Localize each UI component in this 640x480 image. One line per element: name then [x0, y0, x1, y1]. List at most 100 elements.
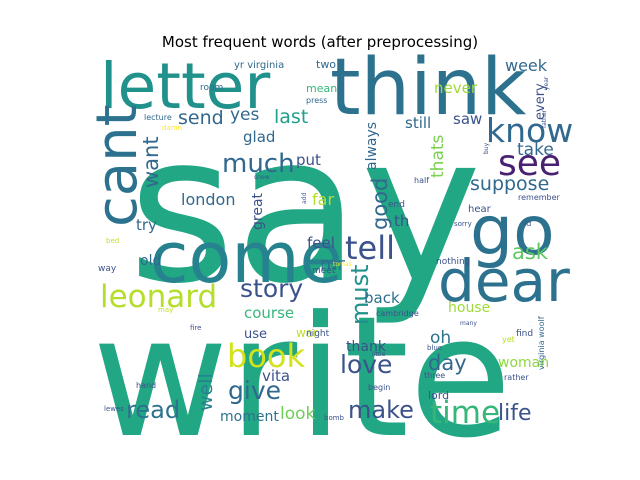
- word-well: well: [195, 373, 217, 411]
- word-leonard: leonard: [100, 279, 217, 315]
- word-glad: glad: [243, 128, 275, 146]
- word-lord: lord: [428, 389, 449, 402]
- word-lecture: lecture: [144, 113, 172, 122]
- word-letter: letter: [100, 50, 270, 123]
- word-hear: hear: [468, 204, 492, 215]
- word-know: know: [486, 111, 573, 150]
- word-see: see: [498, 143, 561, 184]
- word-rather: rather: [504, 373, 529, 382]
- word-thats: thats: [428, 134, 448, 178]
- word-war: war: [296, 326, 318, 340]
- word-every: every: [533, 83, 548, 120]
- word-ask: ask: [512, 240, 549, 264]
- word-always: always: [364, 122, 380, 170]
- word-tomas: tomas: [333, 261, 352, 268]
- word-must: must: [346, 264, 374, 325]
- word-make: make: [348, 396, 414, 424]
- word-feel: feel: [307, 234, 335, 252]
- word-life: life: [498, 401, 532, 426]
- word-father: father: [541, 109, 548, 128]
- word-damn: damn: [162, 124, 182, 132]
- word-try: try: [136, 216, 157, 234]
- word-mr: mr: [320, 254, 346, 275]
- word-time: time: [430, 395, 500, 431]
- word-tell: tell: [345, 229, 395, 267]
- word-id: id: [524, 219, 531, 228]
- word-three: three: [424, 371, 445, 380]
- word-moment: moment: [220, 409, 279, 425]
- word-begin: begin: [368, 383, 390, 392]
- word-press: press: [306, 96, 327, 105]
- word-yet: yet: [502, 335, 515, 344]
- word-course: course: [244, 304, 294, 322]
- word-london: london: [181, 190, 235, 209]
- word-little: little: [372, 351, 386, 358]
- word-bed: bed: [106, 237, 119, 245]
- word-book: book: [227, 337, 305, 375]
- word-use: use: [244, 327, 267, 342]
- word-put: put: [296, 151, 321, 169]
- word-half: half: [414, 176, 429, 185]
- word-write: write: [92, 281, 512, 475]
- word-day: day: [428, 351, 467, 375]
- word-last: last: [274, 106, 308, 128]
- word-say: say: [128, 91, 482, 329]
- word-end: end: [388, 200, 405, 210]
- word-house: house: [448, 300, 490, 316]
- word-saw: saw: [453, 110, 482, 128]
- word-week: week: [505, 56, 548, 75]
- word-th: th: [394, 212, 409, 230]
- word-read: read: [126, 396, 180, 424]
- word-never: never: [434, 79, 478, 97]
- word-go: go: [470, 192, 555, 271]
- word-old: old: [140, 253, 161, 269]
- word-far: far: [312, 190, 334, 209]
- word-remember: remember: [518, 193, 561, 202]
- word-find: find: [516, 329, 533, 339]
- word-want: want: [139, 136, 163, 188]
- word-give: give: [228, 376, 281, 405]
- word-look: look: [280, 404, 316, 424]
- word-cambridge: cambridge: [376, 309, 419, 318]
- word-come: come: [150, 217, 343, 299]
- word-still: still: [405, 114, 431, 132]
- word-oh: oh: [430, 328, 451, 348]
- word-add: add: [301, 193, 308, 204]
- word-virginia-woolf: virginia woolf: [537, 316, 546, 370]
- word-good: good: [368, 178, 392, 230]
- word-love: love: [340, 350, 392, 379]
- word-lewes: lewes: [104, 405, 124, 413]
- word-dear: dear: [438, 247, 570, 315]
- word-may: may: [158, 306, 173, 314]
- word-sorry: sorry: [454, 220, 472, 228]
- word-blue: blue: [427, 344, 442, 352]
- word-hand: hand: [136, 381, 156, 390]
- word-suppose: suppose: [470, 173, 549, 195]
- word-many: many: [460, 320, 477, 327]
- word-great: great: [250, 192, 266, 230]
- word-yes: yes: [230, 105, 260, 125]
- word-room: room: [200, 83, 223, 93]
- word-two: two: [316, 58, 336, 71]
- word-back: back: [364, 289, 400, 307]
- word-mean: mean: [306, 82, 337, 95]
- chart-title: Most frequent words (after preprocessing…: [161, 33, 479, 51]
- word-yr-virginia: yr virginia: [234, 60, 284, 71]
- word-send: send: [178, 107, 224, 129]
- word-cant: cant: [85, 104, 150, 227]
- word-much: much: [222, 149, 295, 179]
- word-snow: snow: [254, 174, 270, 181]
- word-bomb: bomb: [324, 414, 345, 422]
- word-way: way: [98, 264, 117, 274]
- word-night: night: [306, 329, 330, 339]
- word-take: take: [517, 140, 554, 160]
- word-vita: vita: [262, 367, 290, 385]
- word-think: think: [330, 43, 526, 133]
- word-woman: woman: [498, 355, 549, 371]
- word-story: story: [240, 274, 303, 303]
- word-thank: thank: [346, 339, 387, 355]
- word-meet: meet: [312, 266, 336, 276]
- word-nothing: nothing: [436, 257, 470, 267]
- word-fire: fire: [190, 324, 201, 332]
